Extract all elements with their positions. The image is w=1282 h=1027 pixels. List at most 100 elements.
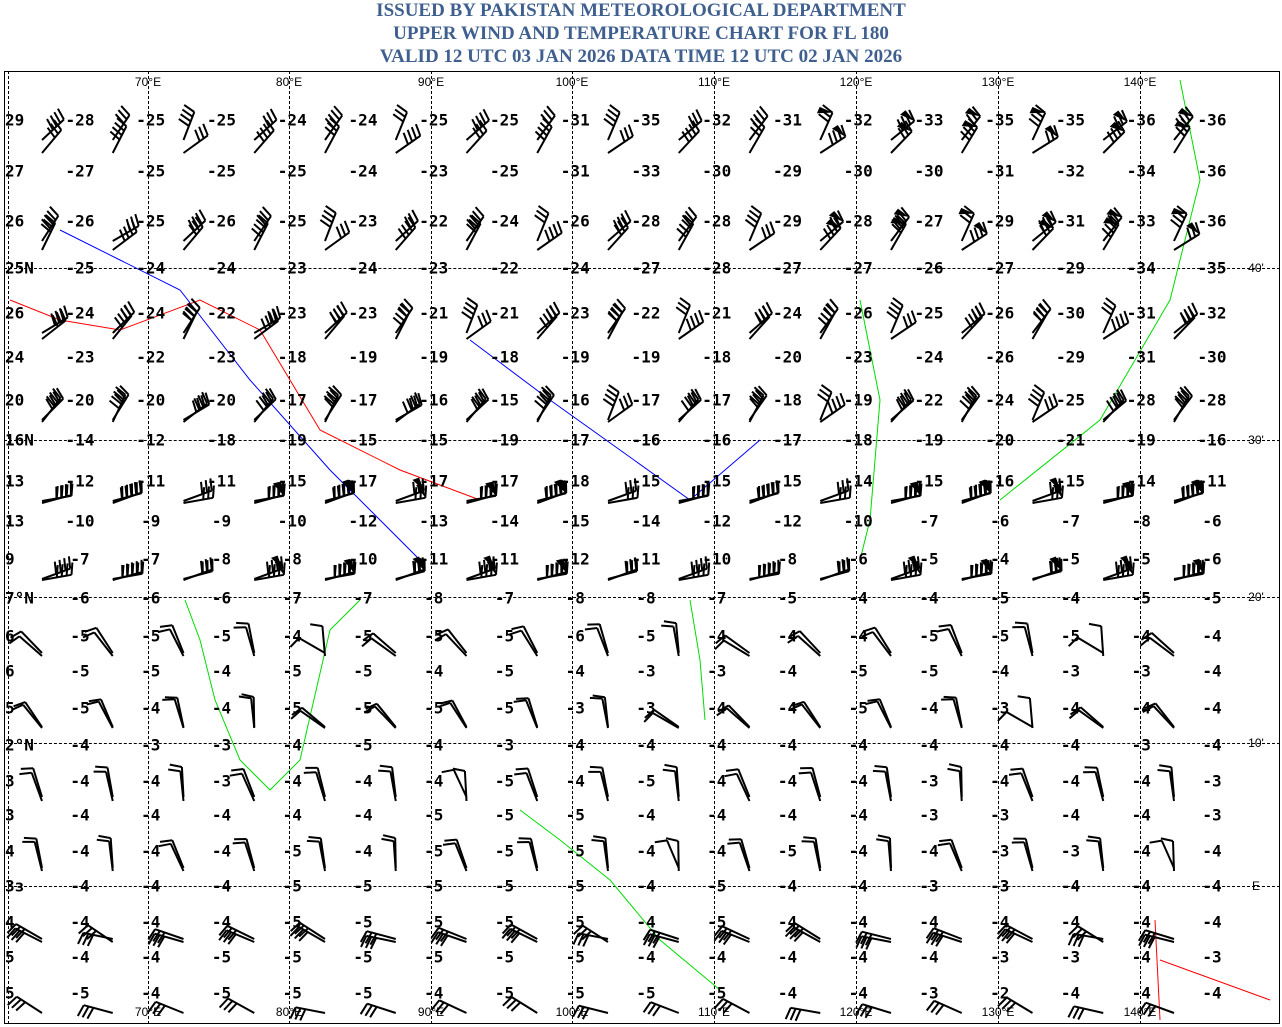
temperature-value: -5 xyxy=(70,661,90,681)
wind-barb xyxy=(865,700,892,729)
longitude-label-bottom: 90°E xyxy=(417,1005,445,1019)
temperature-value: -5 xyxy=(424,805,444,825)
temperature-value: -4 xyxy=(1060,771,1081,791)
temperature-value: -5 xyxy=(282,876,302,896)
temperature-value: -17 xyxy=(560,430,590,450)
wind-barb xyxy=(218,997,255,1014)
temperature-value: -20 xyxy=(207,390,236,410)
temperature-value: -5 xyxy=(1060,549,1081,569)
temperature-value: -15 xyxy=(914,471,944,491)
wind-barb xyxy=(713,929,750,946)
wind-barb xyxy=(948,763,963,798)
temperature-value: -5 xyxy=(424,912,444,932)
temperature-value: -4 xyxy=(565,771,585,791)
temperature-value: -23 xyxy=(419,258,449,278)
temperature-value: -4 xyxy=(70,947,90,967)
temperature-value: -3 xyxy=(1060,661,1081,681)
row-edge-label: 26 xyxy=(5,211,25,231)
temperature-value: -23 xyxy=(277,258,307,278)
wind-barb xyxy=(164,696,185,728)
temperature-value: -18 xyxy=(773,390,802,410)
wind-barb xyxy=(876,838,892,872)
row-edge-label: 5 xyxy=(5,983,15,1003)
wind-barb xyxy=(218,924,255,941)
temperature-value: -4 xyxy=(211,805,232,825)
wind-barb xyxy=(434,633,468,657)
wind-barb xyxy=(874,765,892,798)
wind-barb xyxy=(676,214,695,251)
wind-barb xyxy=(675,297,691,334)
wind-barb xyxy=(289,1006,326,1021)
temperature-value: -4 xyxy=(353,841,373,861)
temperature-value: -24 xyxy=(65,303,95,323)
temperature-value: -4 xyxy=(636,805,656,825)
temperature-value: -14 xyxy=(65,430,95,450)
wind-barb xyxy=(379,764,397,798)
temperature-value: -31 xyxy=(1056,211,1085,231)
temperature-value: -21 xyxy=(1056,430,1085,450)
temperature-value: -17 xyxy=(348,471,378,491)
wind-barb xyxy=(324,558,355,581)
temperature-value: -3 xyxy=(919,771,939,791)
temperature-value: -5 xyxy=(282,947,302,967)
temperature-value: -25 xyxy=(207,161,236,181)
wind-barb xyxy=(363,705,397,729)
temperature-value: -7 xyxy=(353,588,373,608)
wind-barb xyxy=(855,930,892,946)
temperature-value: -31 xyxy=(1126,347,1156,367)
temperature-value: -15 xyxy=(560,511,590,531)
wind-barb xyxy=(359,1002,397,1018)
wind-barb xyxy=(1138,1001,1175,1018)
temperature-value: -23 xyxy=(843,347,873,367)
wind-barb xyxy=(253,206,272,242)
temperature-value: -6 xyxy=(848,549,868,569)
temperature-value: -17 xyxy=(773,430,802,450)
wind-barb xyxy=(787,635,821,657)
temperature-value: -20 xyxy=(773,347,802,367)
wind-barb xyxy=(303,771,326,802)
temperature-value: -25 xyxy=(277,211,307,231)
wind-barb xyxy=(254,561,286,581)
temperature-value: -3 xyxy=(636,661,656,681)
temperature-value: -4 xyxy=(990,549,1010,569)
temperature-value: -17 xyxy=(490,471,519,491)
wind-barb xyxy=(1087,835,1105,869)
wind-barb xyxy=(572,932,609,947)
wind-barb xyxy=(678,109,703,141)
temperature-value: -4 xyxy=(282,771,302,791)
wind-barb xyxy=(111,305,133,340)
temperature-value: -24 xyxy=(985,390,1015,410)
wind-barb xyxy=(465,214,482,251)
temperature-value: -5 xyxy=(211,626,232,646)
temperature-value: -14 xyxy=(843,471,873,491)
temperature-value: -5 xyxy=(70,698,90,718)
temperature-value: -4 xyxy=(848,841,868,861)
wind-barb xyxy=(365,702,397,728)
wind-barb xyxy=(534,386,552,423)
wind-barb xyxy=(607,124,634,154)
wind-barb xyxy=(890,561,923,581)
wind-barb xyxy=(803,836,822,869)
temperature-value: -3 xyxy=(1202,805,1222,825)
temperature-value: -12 xyxy=(348,511,378,531)
temperature-value: -30 xyxy=(702,161,732,181)
wind-barb xyxy=(324,220,351,251)
wind-barb xyxy=(943,695,963,728)
wind-barb xyxy=(791,700,822,728)
temperature-value: -5 xyxy=(494,771,515,791)
wind-barb xyxy=(82,631,114,657)
right-latitude-label: 20' xyxy=(1248,590,1264,604)
temperature-value: -15 xyxy=(419,430,449,450)
temperature-value: -5 xyxy=(353,735,373,755)
temperature-value: -5 xyxy=(494,983,515,1003)
temperature-value: -20 xyxy=(985,430,1015,450)
wind-barb xyxy=(394,216,417,251)
temperature-value: -13 xyxy=(419,511,449,531)
temperature-value: -23 xyxy=(277,303,307,323)
temperature-value: -4 xyxy=(777,876,798,896)
wind-barb xyxy=(925,931,963,947)
wind-barb xyxy=(536,558,568,581)
temperature-value: -4 xyxy=(777,947,798,967)
temperature-value: -19 xyxy=(419,347,449,367)
wind-barb xyxy=(253,481,285,504)
